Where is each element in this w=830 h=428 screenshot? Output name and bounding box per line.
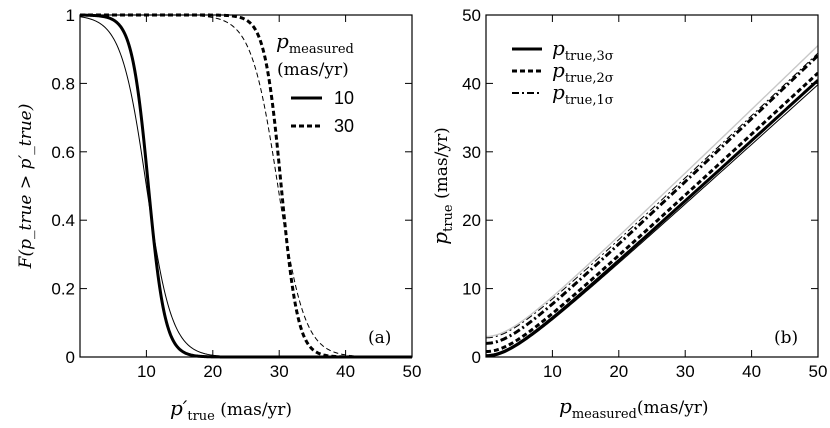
x-tick-label: 40 <box>742 362 761 381</box>
y-tick-label: 20 <box>462 211 481 230</box>
series-b-4 <box>486 79 818 356</box>
y-tick-label: 0.8 <box>51 74 75 93</box>
x-tick-label: 30 <box>676 362 695 381</box>
panel-b-ticks: 10 20 30 40 50 0 10 20 30 40 50 <box>462 6 827 381</box>
series-a-1 <box>80 16 412 358</box>
y-tick-label: 0 <box>472 348 481 367</box>
x-tick-label: 30 <box>270 362 289 381</box>
y-tick-label: 0 <box>66 348 75 367</box>
y-tick-label: 10 <box>462 280 481 299</box>
panel-a-label: (a) <box>368 328 391 348</box>
panel-a-ticks: 10 20 30 40 50 0 0.2 0.4 0.6 0.8 1 <box>51 6 421 381</box>
panel-b-curves <box>486 45 818 357</box>
panel-a-ylabel: F(p_true > p′_true) <box>16 104 36 270</box>
legend-b-label-2sigma: ptrue,2σ <box>552 58 614 86</box>
panel-b-xlabel: pmeasured(mas/yr) <box>559 394 709 422</box>
legend-b-label-1sigma: ptrue,1σ <box>552 80 614 108</box>
series-b-5 <box>486 79 818 357</box>
legend-a-units: (mas/yr) <box>277 60 349 80</box>
panel-b-label: (b) <box>774 328 798 348</box>
y-tick-label: 50 <box>462 6 481 25</box>
panel-b: 10 20 30 40 50 0 10 20 30 40 50 ptrue,3σ ptrue,2σ … <box>428 6 827 422</box>
y-tick-label: 0.2 <box>51 280 75 299</box>
panel-a-curves <box>80 13 412 359</box>
panel-b-frame <box>485 14 819 358</box>
series-a-2 <box>80 13 412 359</box>
panel-a-frame <box>79 14 413 358</box>
x-tick-label: 10 <box>543 362 562 381</box>
x-tick-label: 20 <box>203 362 222 381</box>
legend-a-label-30: 30 <box>334 116 354 136</box>
panel-b-ylabel: ptrue (mas/yr) <box>428 127 456 244</box>
panel-a: 10 20 30 40 50 0 0.2 0.4 0.6 0.8 1 pmeasured (mas/… <box>16 6 421 424</box>
y-tick-label: 1 <box>66 6 75 25</box>
x-tick-label: 40 <box>336 362 355 381</box>
series-b-6 <box>486 84 818 357</box>
series-b-3 <box>486 71 818 354</box>
x-tick-label: 50 <box>403 362 422 381</box>
y-tick-label: 30 <box>462 143 481 162</box>
legend-a-title: pmeasured <box>276 29 354 57</box>
x-tick-label: 20 <box>609 362 628 381</box>
y-tick-label: 0.6 <box>51 143 75 162</box>
panel-a-legend: pmeasured (mas/yr) 10 30 <box>276 29 354 136</box>
x-tick-label: 10 <box>137 362 156 381</box>
panel-b-legend: ptrue,3σ ptrue,2σ ptrue,1σ <box>512 36 614 108</box>
series-b-2 <box>486 52 818 339</box>
x-tick-label: 50 <box>809 362 828 381</box>
legend-b-label-3sigma: ptrue,3σ <box>552 36 614 64</box>
legend-a-label-10: 10 <box>334 88 354 108</box>
series-b-1 <box>486 54 818 345</box>
series-a-0 <box>80 13 412 359</box>
series-b-0 <box>486 45 818 338</box>
y-tick-label: 0.4 <box>51 211 75 230</box>
panel-a-xlabel: p′true (mas/yr) <box>170 396 292 424</box>
series-a-3 <box>80 14 412 358</box>
y-tick-label: 40 <box>462 74 481 93</box>
